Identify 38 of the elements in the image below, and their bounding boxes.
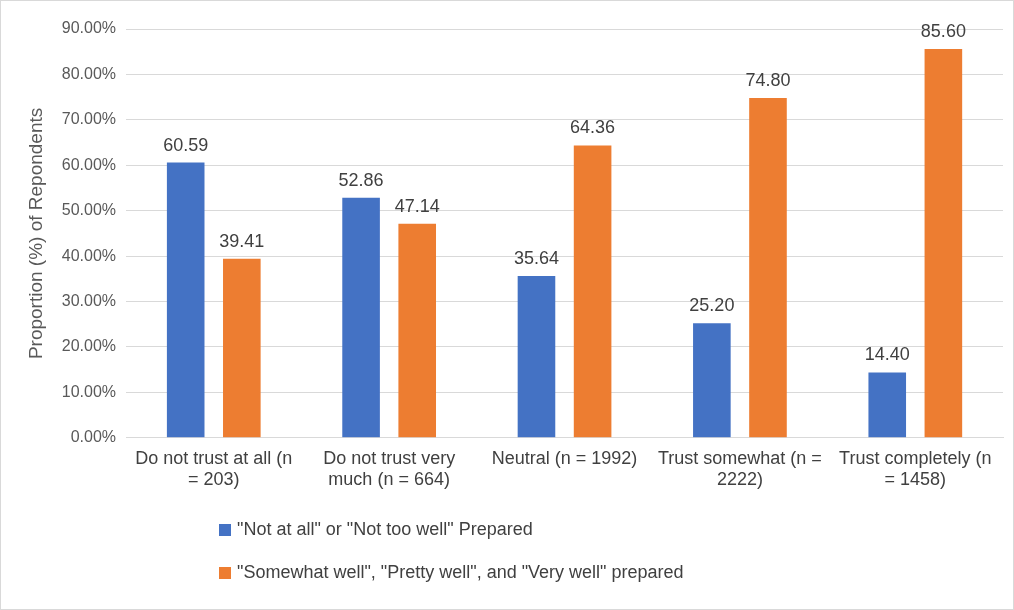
- x-tick-label: Do not trust very much (n = 664): [323, 447, 456, 490]
- bar: [166, 162, 205, 438]
- y-tick-label: 40.00%: [61, 246, 117, 264]
- y-tick-label: 60.00%: [61, 155, 117, 173]
- y-tick-label: 70.00%: [61, 110, 117, 128]
- legend-label: "Not at all" or "Not too well" Prepared: [237, 519, 533, 540]
- data-label: 39.41: [219, 230, 265, 251]
- bar: [749, 98, 787, 438]
- bar: [342, 197, 380, 438]
- y-tick-label: 50.00%: [61, 201, 117, 219]
- x-tick-label: Trust somewhat (n = 2222): [657, 447, 822, 490]
- y-tick-label: 30.00%: [61, 291, 117, 309]
- bar: [517, 275, 556, 438]
- y-tick-label: 90.00%: [61, 19, 117, 37]
- data-label: 85.60: [920, 20, 966, 41]
- bar: [398, 223, 437, 438]
- bar: [924, 48, 963, 438]
- y-tick-label: 0.00%: [70, 428, 117, 446]
- y-tick-label: 10.00%: [61, 382, 117, 400]
- data-label: 64.36: [570, 117, 616, 138]
- data-label: 35.64: [513, 247, 559, 268]
- legend-label: "Somewhat well", "Pretty well", and "Very well" prepared: [237, 562, 684, 583]
- data-label: 60.59: [163, 134, 209, 155]
- bar: [693, 323, 731, 438]
- bar: [223, 258, 261, 438]
- bar: [868, 372, 907, 438]
- y-axis-title: Proportion (%) of Repondents: [24, 107, 46, 360]
- data-label: 47.14: [394, 195, 440, 216]
- data-label: 14.40: [864, 344, 910, 365]
- x-tick-label: Do not trust at all (n = 203): [135, 447, 293, 490]
- data-label: 74.80: [745, 70, 791, 91]
- data-label: 52.86: [338, 169, 384, 190]
- x-tick-label: Neutral (n = 1992): [491, 447, 638, 468]
- bar: [573, 145, 612, 438]
- data-label: 25.20: [689, 295, 735, 316]
- y-tick-label: 20.00%: [61, 337, 117, 355]
- x-tick-label: Trust completely (n = 1458): [839, 447, 992, 490]
- y-tick-label: 80.00%: [61, 64, 117, 82]
